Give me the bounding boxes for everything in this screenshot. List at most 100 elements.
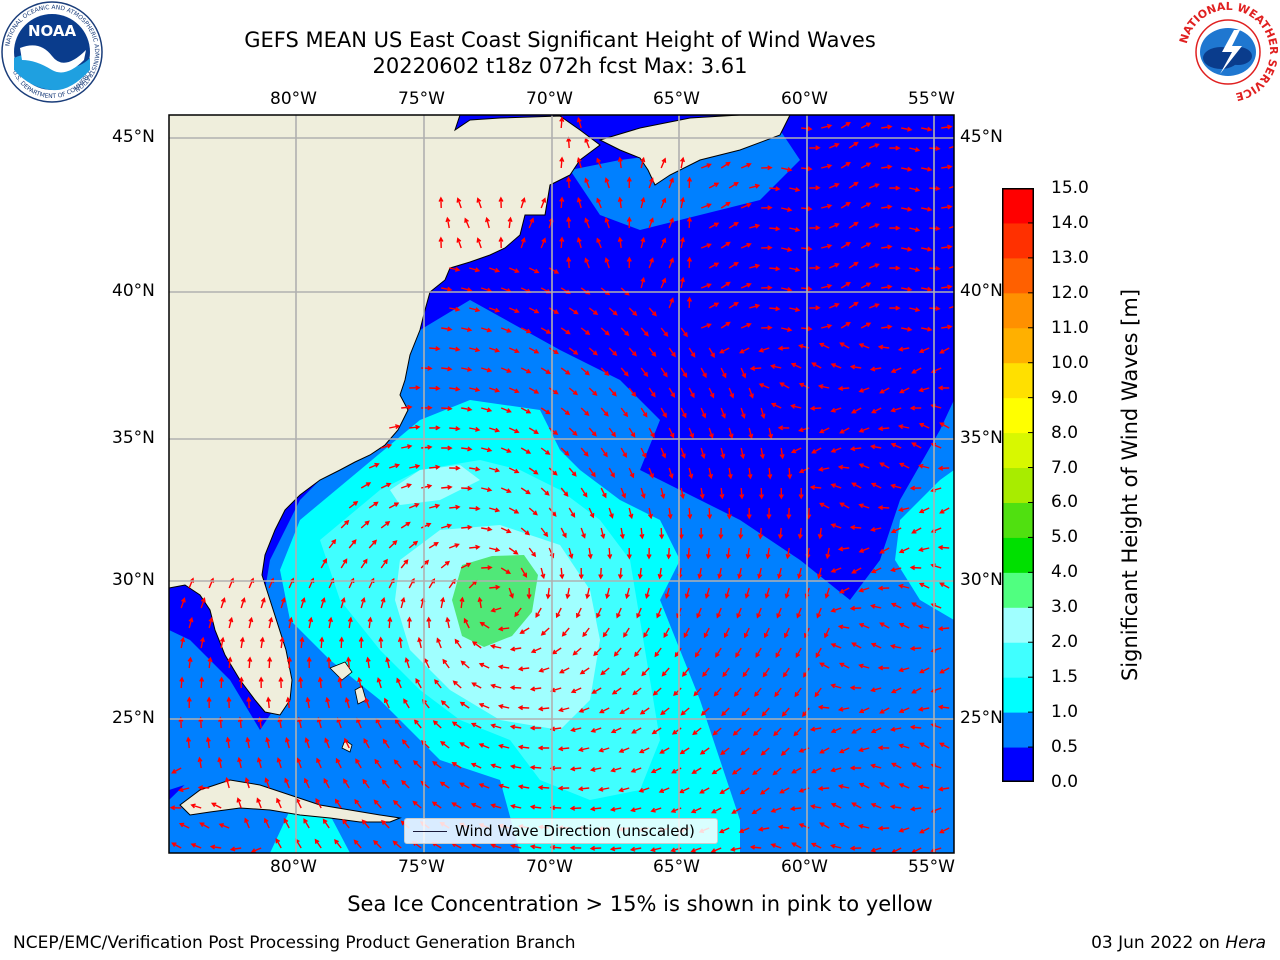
wind-wave-arrow <box>668 177 674 189</box>
wind-wave-arrow <box>740 747 750 756</box>
wind-wave-arrow <box>811 362 822 369</box>
wind-wave-arrow <box>478 783 490 789</box>
wind-wave-arrow <box>901 206 913 212</box>
wind-wave-arrow <box>901 126 913 132</box>
wind-wave-arrow <box>817 527 823 540</box>
wind-wave-arrow <box>620 367 629 377</box>
wind-wave-arrow <box>440 741 450 749</box>
wind-wave-arrow <box>830 523 842 529</box>
wind-wave-arrow <box>451 762 462 769</box>
wind-wave-arrow <box>719 487 725 500</box>
wind-wave-arrow <box>683 627 690 639</box>
wind-wave-arrow <box>911 762 922 769</box>
wind-wave-arrow <box>225 736 231 749</box>
colorbar-segment <box>1002 677 1034 713</box>
wind-wave-arrow <box>851 642 862 649</box>
wind-wave-arrow <box>408 540 419 549</box>
wind-wave-arrow <box>740 367 747 379</box>
wind-wave-arrow <box>355 758 362 769</box>
wind-wave-arrow <box>378 636 384 649</box>
wind-wave-arrow <box>773 727 782 737</box>
wind-wave-arrow <box>600 487 607 499</box>
wind-wave-arrow <box>898 583 910 589</box>
wind-wave-arrow <box>540 627 550 636</box>
wind-wave-arrow <box>380 597 386 609</box>
wind-wave-arrow <box>199 676 205 689</box>
wind-wave-arrow <box>510 804 522 809</box>
wind-wave-arrow <box>508 307 520 313</box>
wind-wave-arrow <box>186 696 192 709</box>
wind-wave-arrow <box>720 281 731 289</box>
wind-wave-arrow <box>284 737 290 749</box>
wind-wave-arrow <box>537 706 550 712</box>
wind-wave-arrow <box>401 779 410 789</box>
wind-wave-arrow <box>819 662 830 669</box>
wind-wave-arrow <box>732 727 742 736</box>
wind-wave-arrow <box>817 384 830 390</box>
wind-wave-arrow <box>699 747 710 755</box>
wind-wave-arrow <box>921 246 933 252</box>
wind-wave-arrow <box>470 722 482 729</box>
wind-wave-arrow <box>421 405 433 411</box>
wind-wave-arrow <box>763 627 770 639</box>
wind-wave-arrow <box>708 302 720 309</box>
wind-wave-arrow <box>490 763 502 769</box>
wind-wave-arrow <box>576 197 582 209</box>
wind-wave-arrow <box>870 642 882 649</box>
wind-wave-arrow <box>770 807 782 813</box>
wind-wave-arrow <box>780 747 790 756</box>
wind-wave-arrow <box>921 326 933 332</box>
wind-wave-arrow <box>889 644 902 650</box>
wind-wave-arrow <box>661 667 670 677</box>
wind-wave-arrow <box>316 757 322 769</box>
wind-wave-arrow <box>489 547 501 553</box>
wind-wave-arrow <box>941 124 953 130</box>
wind-wave-arrow <box>769 266 781 272</box>
wind-wave-arrow <box>911 442 922 449</box>
wind-wave-arrow <box>870 482 882 489</box>
wind-wave-arrow <box>828 263 840 269</box>
wind-wave-arrow <box>708 222 720 229</box>
wind-wave-arrow <box>449 306 461 312</box>
colorbar-tick-label: 7.0 <box>1051 457 1079 478</box>
wind-wave-arrow <box>748 427 754 440</box>
wind-wave-arrow <box>660 487 666 500</box>
wind-wave-arrow <box>396 677 402 689</box>
wind-wave-arrow <box>768 427 774 440</box>
wind-wave-arrow <box>720 747 730 755</box>
wind-wave-arrow <box>634 647 642 658</box>
wind-wave-arrow <box>617 567 623 580</box>
wind-wave-arrow <box>840 242 851 249</box>
wind-wave-arrow <box>939 507 950 514</box>
wind-wave-arrow <box>739 487 745 500</box>
wind-wave-arrow <box>442 658 450 669</box>
wind-wave-arrow <box>891 762 902 769</box>
wind-wave-arrow <box>528 387 540 394</box>
wind-wave-arrow <box>666 547 672 560</box>
wind-wave-arrow <box>858 427 870 433</box>
wind-wave-arrow <box>688 387 695 399</box>
wind-wave-arrow <box>898 507 910 512</box>
wind-wave-arrow <box>568 547 574 560</box>
wind-wave-arrow <box>568 307 579 315</box>
wind-wave-arrow <box>868 263 880 269</box>
wind-wave-arrow <box>898 547 910 554</box>
wind-wave-arrow <box>680 447 686 459</box>
colorbar-segment <box>1002 642 1034 678</box>
wind-wave-arrow <box>400 559 409 569</box>
wind-wave-arrow <box>488 307 501 313</box>
wind-wave-arrow <box>901 246 913 252</box>
wind-wave-arrow <box>790 403 802 409</box>
wind-wave-arrow <box>858 747 870 753</box>
colorbar-segment <box>1002 292 1034 329</box>
wind-wave-arrow <box>611 687 622 695</box>
wind-wave-arrow <box>728 262 739 269</box>
wind-wave-arrow <box>288 616 294 629</box>
wind-wave-arrow <box>537 784 550 791</box>
wind-wave-arrow <box>616 607 622 619</box>
wind-wave-arrow <box>276 797 282 809</box>
wind-wave-arrow <box>728 387 735 399</box>
wind-wave-arrow <box>889 305 901 311</box>
wind-wave-arrow <box>889 185 901 191</box>
wind-wave-arrow <box>580 527 586 539</box>
